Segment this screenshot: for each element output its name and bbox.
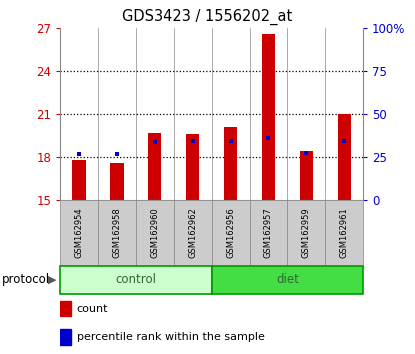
Bar (136, 200, 174, 266)
Bar (73, 160, 86, 200)
Text: GSM162957: GSM162957 (264, 207, 273, 258)
Text: GSM162959: GSM162959 (302, 207, 311, 258)
Bar (60, 329, 71, 345)
Bar (224, 127, 237, 200)
Bar (337, 114, 351, 200)
Bar (212, 266, 363, 294)
Text: count: count (77, 303, 108, 314)
Bar (212, 200, 249, 266)
Text: GSM162962: GSM162962 (188, 207, 197, 258)
Bar (174, 200, 212, 266)
Text: diet: diet (276, 273, 299, 286)
Text: GSM162956: GSM162956 (226, 207, 235, 258)
Bar (148, 133, 161, 200)
Bar (287, 200, 325, 266)
Bar (60, 266, 212, 294)
Bar (300, 151, 313, 200)
Text: GSM162960: GSM162960 (150, 207, 159, 258)
Bar (60, 301, 71, 316)
Bar (262, 34, 275, 200)
Text: percentile rank within the sample: percentile rank within the sample (77, 332, 265, 342)
Bar (98, 200, 136, 266)
Bar (60, 200, 98, 266)
Bar (186, 134, 199, 200)
Text: GSM162961: GSM162961 (340, 207, 349, 258)
Text: control: control (115, 273, 156, 286)
Text: protocol: protocol (2, 273, 50, 286)
Bar (325, 200, 363, 266)
Bar (249, 200, 287, 266)
Text: GSM162954: GSM162954 (75, 207, 83, 258)
Bar (110, 163, 124, 200)
Text: GDS3423 / 1556202_at: GDS3423 / 1556202_at (122, 9, 293, 25)
Text: ▶: ▶ (48, 275, 56, 285)
Text: GSM162958: GSM162958 (112, 207, 122, 258)
